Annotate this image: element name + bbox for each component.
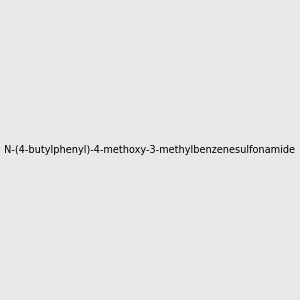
Text: N-(4-butylphenyl)-4-methoxy-3-methylbenzenesulfonamide: N-(4-butylphenyl)-4-methoxy-3-methylbenz… <box>4 145 296 155</box>
